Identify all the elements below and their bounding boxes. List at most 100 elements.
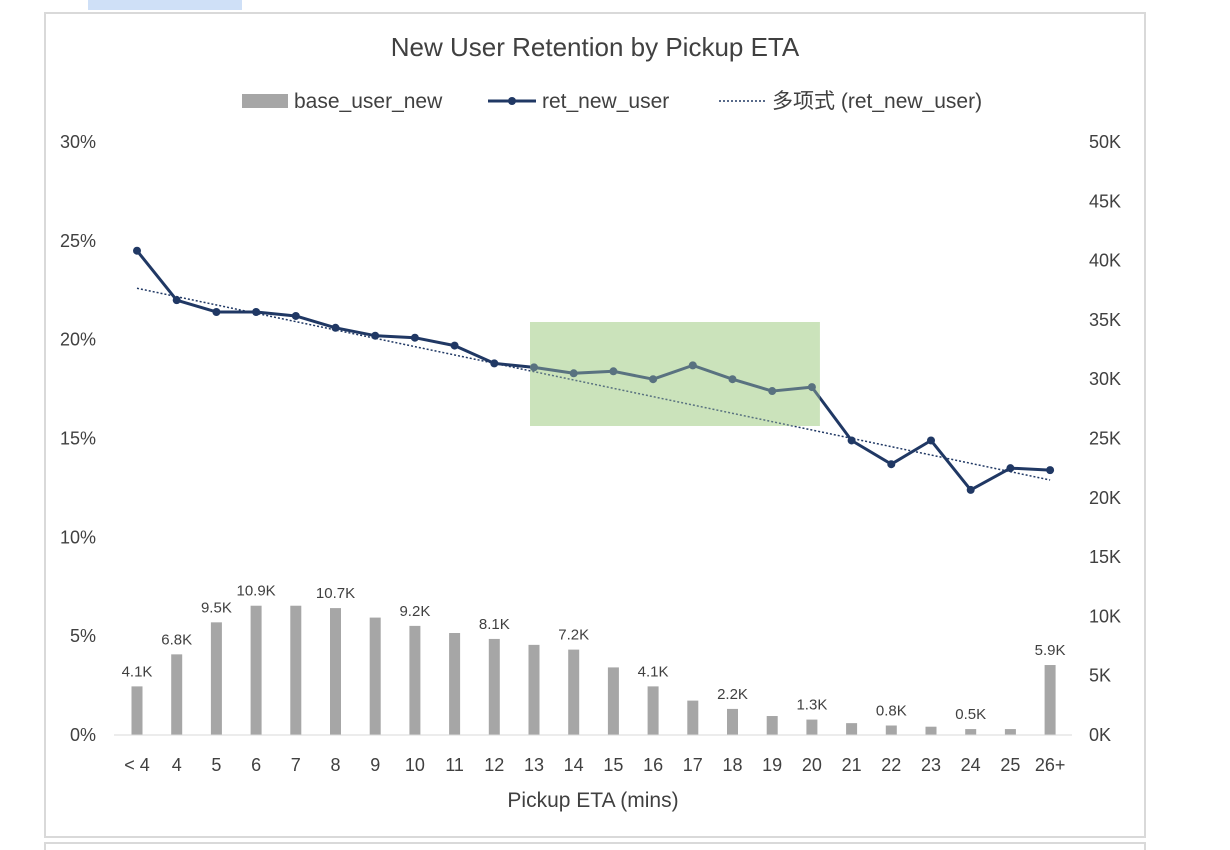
selection-highlight	[88, 0, 242, 10]
bar-2	[171, 654, 183, 735]
line-point-12	[569, 369, 578, 378]
bar-data-label-16: 2.2K	[717, 686, 748, 703]
y-right-tick-label: 5K	[1089, 666, 1111, 686]
y-right-tick-label: 10K	[1089, 606, 1121, 626]
y-right-tick-label: 50K	[1089, 132, 1121, 152]
x-tick-label: 11	[445, 755, 464, 775]
highlight-overlay	[530, 322, 820, 426]
bar-16	[727, 708, 738, 735]
bar-5	[290, 605, 302, 735]
bar-17	[766, 716, 778, 735]
legend-label-base-user-new: base_user_new	[294, 90, 443, 113]
ret-new-user-line	[135, 249, 1051, 492]
bar-8	[409, 625, 421, 735]
next-chart-frame	[44, 842, 1146, 850]
x-tick-label: < 4	[124, 755, 150, 775]
y-left-tick-label: 0%	[70, 725, 96, 745]
x-tick-label: 7	[291, 755, 301, 775]
x-tick-label: 14	[564, 755, 584, 775]
y-right-tick-label: 0K	[1089, 725, 1111, 745]
bar-data-label-24: 5.9K	[1035, 642, 1066, 659]
bar-23	[1004, 729, 1016, 735]
legend-label-ret-new-user: ret_new_user	[542, 90, 669, 113]
bar-19	[846, 723, 858, 735]
x-tick-label: 8	[330, 755, 340, 775]
x-tick-label: 26+	[1035, 755, 1066, 775]
x-tick-label: 6	[251, 755, 261, 775]
bar-12	[568, 649, 580, 735]
bar-18	[806, 719, 818, 735]
line-point-9	[450, 341, 459, 350]
line-point-6	[331, 323, 340, 332]
bar-13	[607, 667, 619, 735]
line-point-3	[212, 307, 221, 316]
chart-title: New User Retention by Pickup ETA	[391, 32, 800, 62]
bar-9	[449, 633, 461, 735]
x-tick-label: 24	[961, 755, 981, 775]
x-tick-label: 17	[683, 755, 703, 775]
y-right-tick-label: 40K	[1089, 251, 1121, 271]
line-point-24	[1046, 466, 1055, 475]
x-tick-label: 18	[722, 755, 742, 775]
legend-line-marker	[508, 97, 516, 105]
y-right-tick-label: 25K	[1089, 429, 1121, 449]
bar-1	[131, 686, 143, 735]
x-tick-label: 25	[1000, 755, 1020, 775]
line-point-13	[609, 367, 618, 376]
bar-7	[369, 617, 381, 735]
line-point-11	[530, 363, 538, 372]
x-tick-label: 19	[762, 755, 782, 775]
y-left-tick-label: 25%	[60, 231, 96, 251]
line-point-20	[887, 460, 896, 469]
y-right-tick-label: 30K	[1089, 369, 1121, 389]
line-point-18	[807, 383, 816, 392]
bar-data-label-4: 10.9K	[236, 583, 275, 600]
line-point-15	[688, 361, 697, 370]
y-left-tick-label: 10%	[60, 527, 96, 547]
y-left-tick-label: 30%	[60, 132, 96, 152]
bar-21	[925, 726, 937, 735]
line-point-22	[966, 485, 975, 494]
x-tick-label: 10	[405, 755, 425, 775]
bar-data-label-8: 9.2K	[399, 603, 430, 620]
bar-data-label-18: 1.3K	[796, 697, 827, 714]
bar-data-label-22: 0.5K	[955, 706, 986, 723]
bar-15	[687, 700, 699, 735]
line-point-14	[649, 375, 658, 384]
x-tick-label: 20	[802, 755, 822, 775]
bar-data-label-12: 7.2K	[558, 627, 589, 644]
line-point-8	[410, 333, 419, 342]
x-tick-label: 15	[603, 755, 623, 775]
y-right-tick-label: 45K	[1089, 191, 1121, 211]
bar-24	[1044, 665, 1056, 735]
bar-data-label-20: 0.8K	[876, 703, 907, 720]
x-tick-label: 12	[484, 755, 504, 775]
y-left-tick-label: 20%	[60, 330, 96, 350]
legend: base_user_new ret_new_user 多项式 (ret_new_…	[242, 90, 982, 113]
y-left-tick-label: 5%	[70, 626, 96, 646]
bar-6	[330, 608, 341, 735]
line-point-10	[490, 359, 499, 368]
line-point-23	[1006, 464, 1015, 473]
bar-data-label-6: 10.7K	[316, 585, 355, 602]
y-right-tick-label: 20K	[1089, 488, 1121, 508]
y-left-tick-label: 15%	[60, 429, 96, 449]
bar-14	[647, 686, 659, 735]
line-point-16	[728, 375, 737, 384]
line-point-17	[768, 387, 777, 396]
y-right-tick-label: 35K	[1089, 310, 1121, 330]
x-tick-label: 21	[842, 755, 862, 775]
line-point-21	[927, 436, 935, 445]
line-point-1	[133, 246, 141, 255]
x-tick-label: 5	[211, 755, 221, 775]
x-tick-label: 23	[921, 755, 941, 775]
bar-11	[528, 644, 540, 735]
line-point-19	[847, 436, 856, 445]
bar-data-label-3: 9.5K	[201, 599, 232, 616]
x-tick-label: 16	[643, 755, 663, 775]
chart-frame	[44, 12, 1146, 838]
line-point-2	[172, 296, 181, 305]
x-tick-label: 22	[881, 755, 901, 775]
bar-20	[885, 725, 897, 735]
